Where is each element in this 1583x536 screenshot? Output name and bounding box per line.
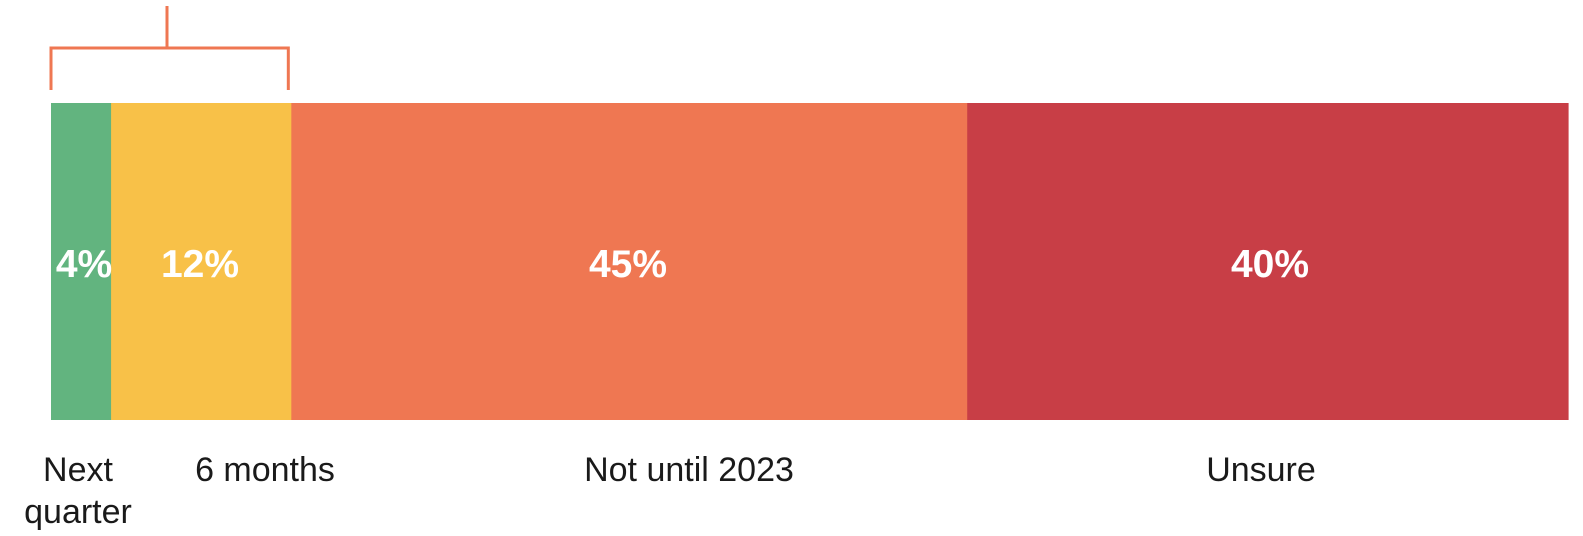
- value-label-not-until-2023: 45%: [589, 243, 667, 286]
- bar-segment-not-until-2023: [291, 103, 968, 420]
- bracket-annotation: [49, 6, 290, 90]
- category-label-not-until-2023: Not until 2023: [584, 451, 794, 489]
- bar-segment-6-months: [111, 103, 292, 420]
- value-labels: 4% 12% 45% 40%: [56, 243, 1309, 286]
- value-label-6-months: 12%: [161, 243, 239, 286]
- bar-segment-next-quarter: [51, 103, 112, 420]
- value-label-next-quarter: 4%: [56, 243, 112, 286]
- category-labels: Next quarter 6 months Not until 2023 Unsure: [24, 451, 1316, 531]
- bar-segment-unsure: [967, 103, 1569, 420]
- category-label-next-quarter: Next quarter: [24, 451, 132, 531]
- value-label-unsure: 40%: [1231, 243, 1309, 286]
- bar-segments: [51, 103, 1569, 420]
- category-label-6-months: 6 months: [195, 451, 335, 489]
- category-label-unsure: Unsure: [1206, 451, 1316, 489]
